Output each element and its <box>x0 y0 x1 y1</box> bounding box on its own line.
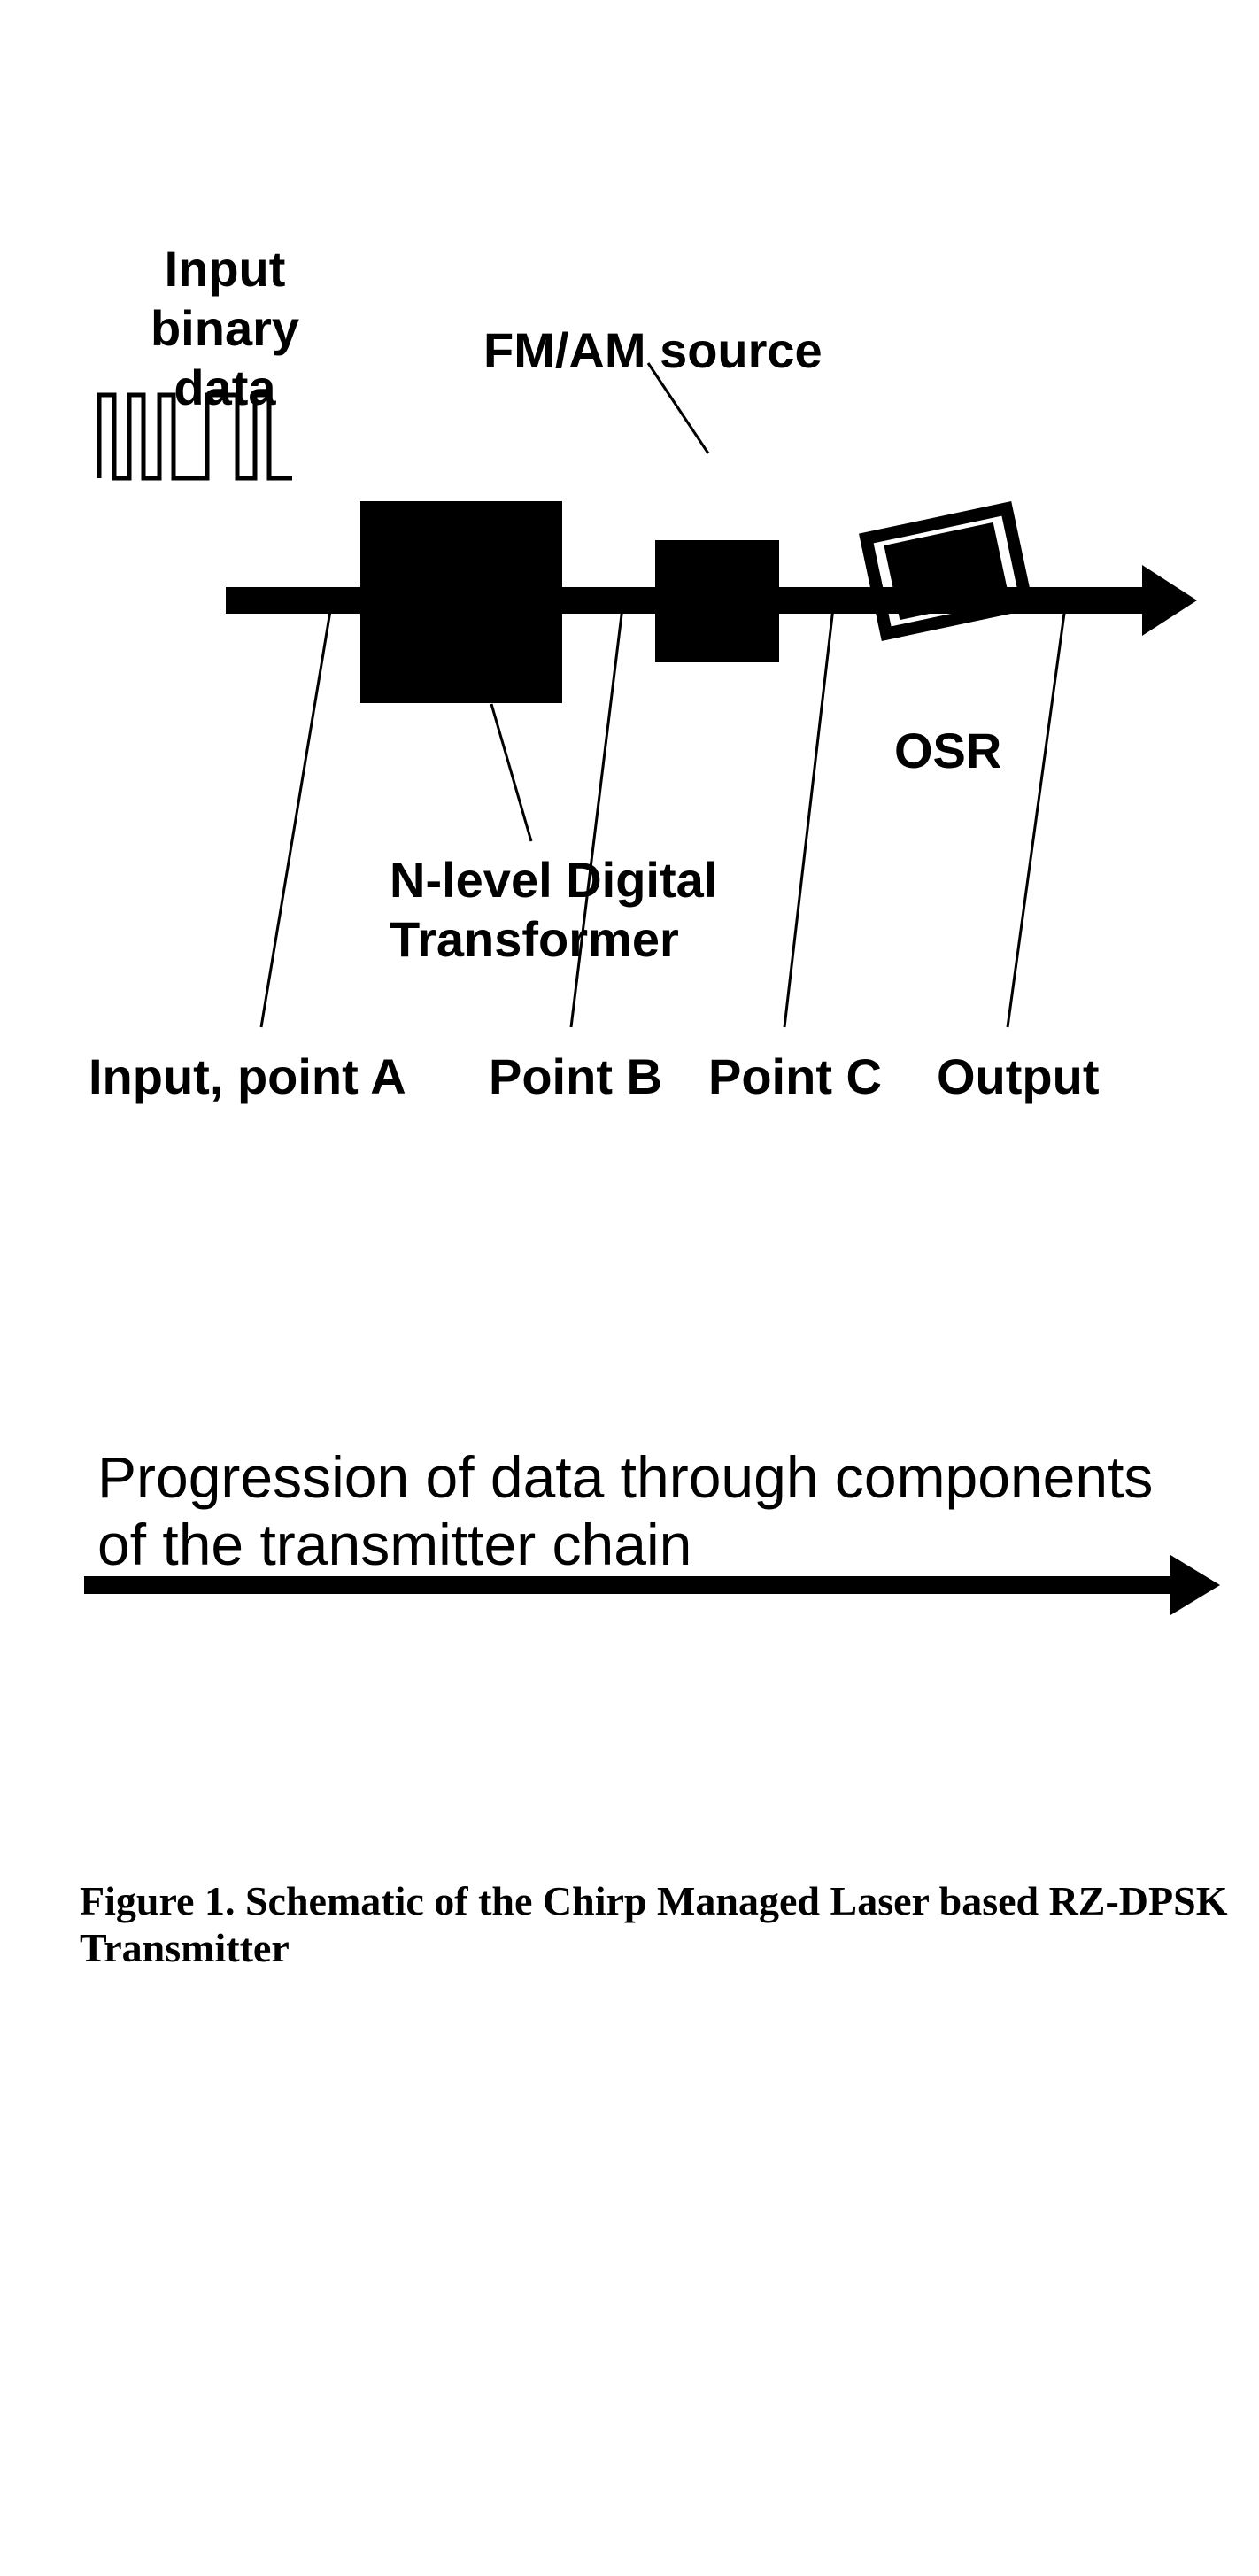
figure-caption: Figure 1. Schematic of the Chirp Managed… <box>80 1877 1259 1971</box>
n-level-line1: N-level Digital <box>390 852 717 908</box>
osr-block <box>866 508 1026 633</box>
input-binary-line1: Input binary <box>151 241 299 356</box>
leader-n-level <box>491 704 531 841</box>
point-c-label: Point C <box>708 1047 882 1106</box>
progression-text: Progression of data through components o… <box>97 1443 1204 1578</box>
osr-label: OSR <box>894 721 1001 780</box>
fm-am-block <box>655 540 779 662</box>
leader-point-c <box>784 600 834 1027</box>
leader-point-a <box>261 600 332 1027</box>
diagram-container: Input binary data FM/AM source OSR N-lev… <box>0 0 1259 2576</box>
point-a-label: Input, point A <box>89 1047 406 1106</box>
n-level-line2: Transformer <box>390 911 679 967</box>
input-binary-line2: data <box>174 360 275 415</box>
fm-am-source-label: FM/AM source <box>483 321 823 380</box>
input-binary-data-label: Input binary data <box>83 239 367 418</box>
output-label: Output <box>937 1047 1099 1106</box>
point-b-label: Point B <box>489 1047 662 1106</box>
n-level-label: N-level Digital Transformer <box>390 850 717 969</box>
leader-output <box>1008 600 1066 1027</box>
n-level-block <box>360 501 562 703</box>
